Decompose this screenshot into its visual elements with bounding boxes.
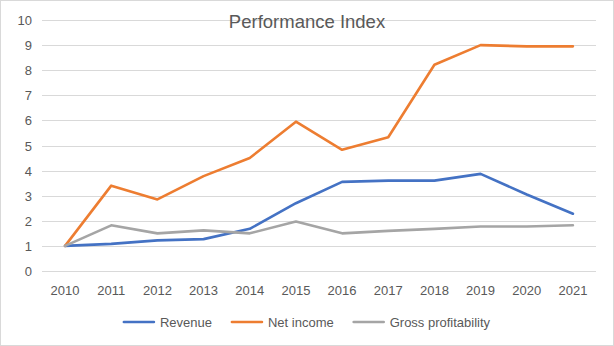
y-tick-label: 2 bbox=[25, 214, 32, 229]
legend-label: Net income bbox=[268, 315, 334, 330]
y-tick-label: 0 bbox=[25, 264, 32, 279]
y-tick-label: 7 bbox=[25, 88, 32, 103]
x-tick-label: 2021 bbox=[558, 283, 587, 298]
chart-title: Performance Index bbox=[229, 11, 386, 32]
y-tick-label: 10 bbox=[18, 13, 32, 28]
legend-swatch bbox=[124, 321, 154, 324]
grid-line bbox=[42, 271, 596, 272]
series-lines bbox=[65, 45, 573, 246]
x-tick-label: 2016 bbox=[328, 283, 357, 298]
grid-line bbox=[42, 70, 596, 71]
legend-swatch bbox=[232, 321, 262, 324]
grid-line bbox=[42, 246, 596, 247]
legend-label: Gross profitability bbox=[390, 315, 491, 330]
chart-border bbox=[1, 1, 614, 346]
series-line bbox=[65, 45, 573, 246]
y-axis-line bbox=[42, 20, 43, 271]
y-tick-label: 4 bbox=[25, 164, 32, 179]
grid-line bbox=[42, 221, 596, 222]
x-tick-label: 2010 bbox=[51, 283, 80, 298]
chart-svg: 0 1 2 3 4 5 6 7 8 9 10 2010 2011 2012 2013 2014 2015 2016… bbox=[0, 0, 614, 346]
legend-swatch bbox=[354, 321, 384, 324]
y-tick-label: 3 bbox=[25, 189, 32, 204]
x-tick-label: 2014 bbox=[235, 283, 264, 298]
chart-container: 0 1 2 3 4 5 6 7 8 9 10 2010 2011 2012 2013 2014 2015 2016… bbox=[0, 0, 614, 346]
x-tick-label: 2012 bbox=[143, 283, 172, 298]
y-tick-label: 1 bbox=[25, 239, 32, 254]
grid bbox=[42, 21, 596, 272]
x-tick-label: 2020 bbox=[512, 283, 541, 298]
series-line bbox=[65, 174, 573, 246]
grid-line bbox=[42, 120, 596, 121]
y-tick-label: 5 bbox=[25, 139, 32, 154]
x-tick-label: 2015 bbox=[281, 283, 310, 298]
x-tick-label: 2011 bbox=[97, 283, 125, 298]
x-tick-label: 2017 bbox=[374, 283, 403, 298]
legend-label: Revenue bbox=[160, 315, 212, 330]
grid-line bbox=[42, 196, 596, 197]
grid-line bbox=[42, 171, 596, 172]
x-tick-label: 2019 bbox=[466, 283, 495, 298]
series-line bbox=[65, 222, 573, 246]
x-tick-label: 2018 bbox=[420, 283, 449, 298]
y-tick-label: 6 bbox=[25, 113, 32, 128]
y-tick-label: 8 bbox=[25, 63, 32, 78]
grid-line bbox=[42, 146, 596, 147]
y-tick-label: 9 bbox=[25, 38, 32, 53]
grid-line bbox=[42, 95, 596, 96]
legend: Revenue Net income Gross profitability bbox=[124, 315, 491, 330]
x-tick-label: 2013 bbox=[189, 283, 218, 298]
